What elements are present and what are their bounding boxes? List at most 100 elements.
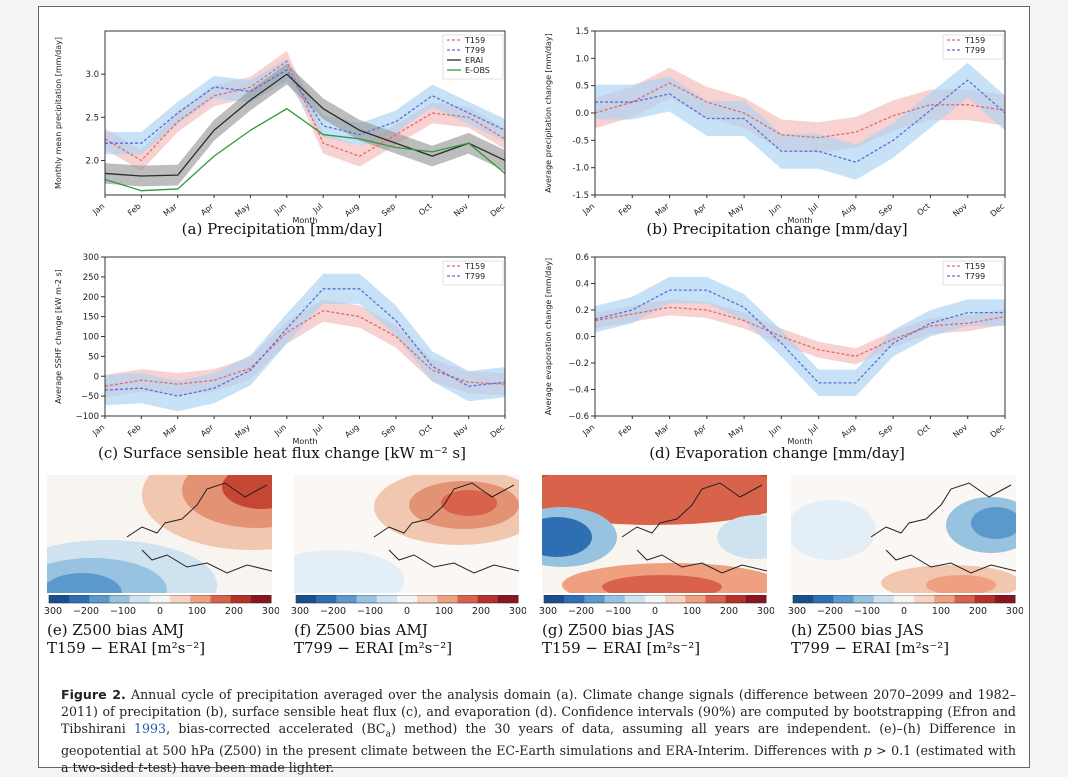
x-tick-label: Sep	[380, 423, 397, 440]
colorbar-cell	[49, 595, 70, 603]
z500-map-h	[791, 475, 1016, 593]
colorbar-cell	[296, 595, 317, 603]
x-tick-label: Feb	[617, 202, 634, 218]
caption-part3: ) method) the 30 years of data, assuming…	[61, 720, 1016, 758]
x-tick-label: Jul	[311, 423, 325, 437]
colorbar-cell	[564, 595, 585, 603]
legend-box	[942, 260, 1004, 286]
x-tick-label: Aug	[343, 423, 361, 440]
colorbar-cell	[725, 595, 747, 603]
map-h-field	[791, 475, 1016, 593]
colorbar-tick-label: −300	[290, 606, 309, 617]
colorbar-cell	[190, 595, 211, 603]
colorbar-cell	[813, 595, 834, 603]
x-tick-label: Nov	[951, 201, 969, 218]
colorbar-cell	[210, 595, 232, 603]
y-tick-label: 300	[83, 253, 99, 263]
x-tick-label: May	[233, 201, 252, 219]
x-tick-label: Oct	[417, 202, 433, 218]
x-tick-label: May	[727, 201, 746, 219]
colorbar-tick-label: 100	[435, 606, 453, 617]
colorbar-cell	[584, 595, 606, 603]
legend-label-t799: T799	[964, 272, 985, 281]
x-tick-label: Jul	[311, 202, 325, 216]
y-tick-label: -0.5	[572, 136, 589, 146]
band-erai	[105, 63, 505, 187]
colorbar-tick-label: −100	[605, 606, 631, 617]
legend-label-erai: ERAI	[465, 56, 483, 65]
map-label-h-line1: (h) Z500 bias JAS	[791, 621, 924, 639]
y-axis-label: Average evaporation change [mm/day]	[544, 258, 553, 415]
colorbar-cell	[437, 595, 458, 603]
series-line-t799	[595, 79, 1006, 163]
colorbar-cell	[89, 595, 111, 603]
colorbar-cell	[954, 595, 976, 603]
caption-a: (a) Precipitation [mm/day]	[181, 220, 383, 238]
caption-c: (c) Surface sensible heat flux change [k…	[98, 444, 466, 462]
map-label-g: (g) Z500 bias JAS T159 − ERAI [m²s⁻²]	[542, 621, 700, 657]
citation-link[interactable]: 1993	[134, 720, 167, 736]
x-tick-label: Mar	[162, 201, 180, 218]
x-axis-label: Month	[292, 216, 317, 225]
x-tick-label: Dec	[489, 202, 507, 219]
x-tick-label: Apr	[692, 422, 709, 438]
y-tick-label: 250	[83, 273, 99, 283]
colorbar-cell	[230, 595, 252, 603]
y-tick-label: 200	[83, 293, 99, 303]
colorbar-tick-label: −300	[787, 606, 806, 617]
colorbar-tick-label: 0	[652, 606, 658, 617]
x-tick-label: Feb	[126, 202, 143, 218]
band-t799	[105, 58, 505, 155]
x-tick-label: Nov	[951, 422, 969, 439]
x-tick-label: Dec	[989, 202, 1007, 219]
colorbar-cell	[994, 595, 1016, 603]
caption-part1: Annual cycle of precipitation averaged o…	[61, 687, 1016, 736]
colorbar-cell	[914, 595, 935, 603]
x-tick-label: Jan	[90, 202, 106, 217]
x-tick-label: Feb	[617, 423, 634, 439]
y-axis-label: Average precipitation change [mm/day]	[544, 33, 553, 193]
colorbar-cell	[685, 595, 706, 603]
colorbar-tick-label: 0	[404, 606, 410, 617]
colorbar-tick-label: −100	[357, 606, 383, 617]
colorbar-h: −300 −200 −100 0 100 200 300	[787, 595, 1023, 617]
colorbar-tick-label: −200	[320, 606, 346, 617]
x-tick-label: Jan	[580, 423, 596, 438]
y-tick-label: 2.0	[85, 156, 99, 166]
colorbar-tick-label: 200	[472, 606, 490, 617]
legend-label-t159: T159	[964, 36, 985, 45]
x-tick-label: Sep	[877, 423, 894, 440]
map-label-f-line1: (f) Z500 bias AMJ	[294, 621, 428, 639]
colorbar-cell	[974, 595, 996, 603]
band-t159	[595, 299, 1005, 365]
figure-caption: Figure 2. Annual cycle of precipitation …	[61, 687, 1016, 777]
colorbar-tick-label: 200	[225, 606, 243, 617]
colorbar-cell	[833, 595, 855, 603]
colorbar-tick-label: 300	[1006, 606, 1023, 617]
map-label-g-line2: T159 − ERAI [m²s⁻²]	[542, 639, 701, 657]
y-tick-label: 100	[83, 333, 99, 343]
legend-label-e-obs: E-OBS	[465, 66, 490, 75]
map-label-f-line2: T799 − ERAI [m²s⁻²]	[294, 639, 453, 657]
map-f-field	[294, 475, 519, 593]
colorbar-cell	[69, 595, 90, 603]
map-label-h: (h) Z500 bias JAS T799 − ERAI [m²s⁻²]	[791, 621, 949, 657]
z500-map-e	[47, 475, 272, 593]
x-tick-label: Apr	[199, 422, 216, 438]
caption-d: (d) Evaporation change [mm/day]	[649, 444, 905, 462]
map-label-e-line2: T159 − ERAI [m²s⁻²]	[47, 639, 206, 657]
colorbar-tick-label: −100	[854, 606, 880, 617]
colorbar-g: −300 −200 −100 0 100 200 300	[538, 595, 774, 617]
series-line-t159	[104, 309, 506, 387]
colorbar-f: −300 −200 −100 0 100 200 300	[290, 595, 526, 617]
z500-map-g	[542, 475, 767, 593]
colorbar-tick-label: −300	[43, 606, 62, 617]
colorbar-tick-label: 300	[757, 606, 774, 617]
x-tick-label: Nov	[452, 422, 470, 439]
x-tick-label: Oct	[915, 423, 931, 439]
map-e-field	[47, 475, 272, 593]
y-axis-label: Average SSHF change [kW m-2 s]	[54, 269, 63, 404]
y-tick-label: 1.5	[575, 27, 589, 37]
band-t159	[105, 50, 505, 171]
band-t799	[595, 276, 1005, 397]
